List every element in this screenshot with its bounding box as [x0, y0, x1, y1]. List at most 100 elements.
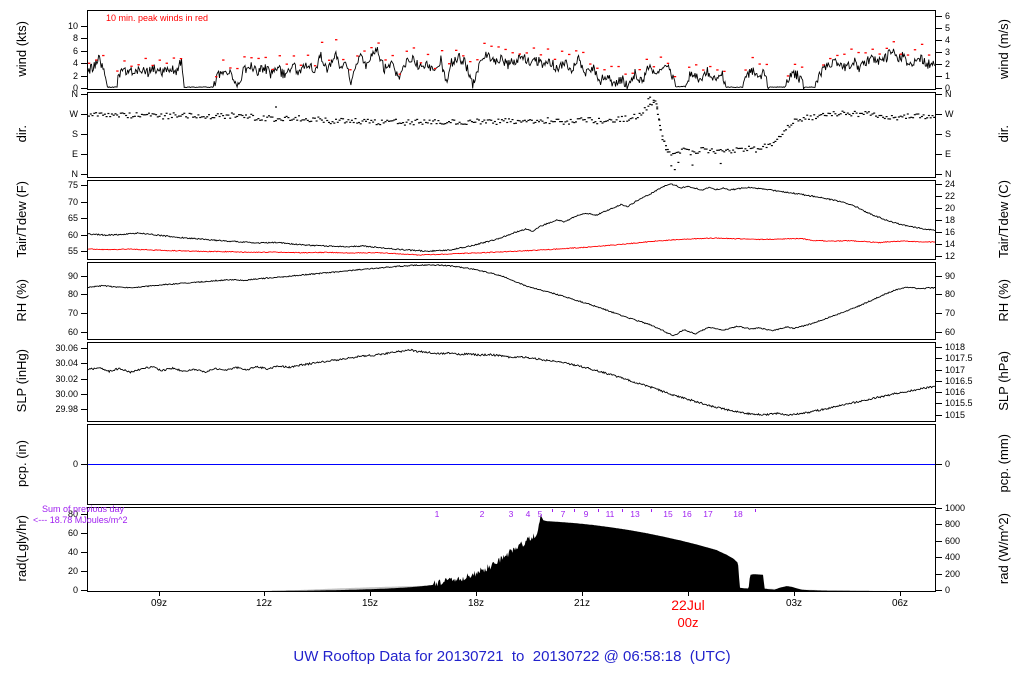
slp-right-axis-label: SLP (hPa) — [995, 351, 1011, 411]
tick-label: 6 — [945, 11, 951, 21]
tick-label: 75 — [67, 180, 78, 190]
tick-label: E — [945, 149, 952, 159]
axis-tick — [81, 134, 87, 135]
axis-tick — [936, 244, 942, 245]
axis-tick — [81, 38, 87, 39]
axis-tick — [81, 332, 87, 333]
axis-tick — [936, 76, 942, 77]
tick-label: 3 — [945, 47, 951, 57]
axis-tick — [936, 464, 942, 465]
axis-tick — [81, 590, 87, 591]
radiation-milestone-label: 15 — [663, 509, 673, 519]
axis-tick — [81, 276, 87, 277]
tick-label: 90 — [67, 271, 78, 281]
radiation-milestone-label: 18 — [733, 509, 743, 519]
axis-tick — [936, 574, 942, 575]
axis-tick — [936, 590, 942, 591]
tick-label: 16 — [945, 227, 956, 237]
axis-tick — [81, 571, 87, 572]
axis-tick — [936, 276, 942, 277]
rad-plot — [264, 514, 935, 591]
axis-tick — [81, 552, 87, 553]
time-axis-label: 18z — [467, 598, 485, 609]
tick-label: 20 — [945, 203, 956, 213]
axis-tick — [81, 235, 87, 236]
rh-panel — [87, 262, 936, 340]
dewpoint-temperature-trace — [88, 237, 935, 256]
slp-left-axis-label: SLP (inHg) — [13, 349, 29, 413]
radiation-milestone-label: 1 — [434, 509, 440, 519]
pcp-plot — [88, 464, 935, 465]
axis-tick — [81, 313, 87, 314]
axis-tick — [81, 348, 87, 349]
radiation-milestone-tick — [552, 509, 553, 512]
time-axis-label: 03z — [785, 598, 803, 609]
tick-label: 1015 — [945, 410, 966, 420]
axis-tick — [936, 313, 942, 314]
tick-label: 70 — [67, 197, 78, 207]
radiation-milestone-label: 11 — [605, 509, 615, 519]
tick-label: 22 — [945, 191, 956, 201]
tick-label: 1017 — [945, 365, 966, 375]
tick-label: 60 — [67, 230, 78, 240]
axis-tick — [81, 379, 87, 380]
tick-label: N — [945, 169, 952, 179]
wind-speed-trace — [88, 47, 935, 89]
time-axis-label: 21z — [573, 598, 591, 609]
tick-label: S — [945, 129, 952, 139]
axis-tick — [936, 208, 942, 209]
axis-tick — [936, 508, 942, 509]
tick-label: 1018 — [945, 342, 966, 352]
dir-plot — [88, 96, 935, 171]
radiation-milestone-label: 17 — [703, 509, 713, 519]
time-axis-tick — [264, 591, 265, 596]
wind-annotation: 10 min. peak winds in red — [106, 13, 209, 23]
axis-tick — [936, 415, 942, 416]
rh-left-axis-label: RH (%) — [13, 278, 29, 322]
tick-label: 80 — [945, 289, 956, 299]
tick-label: 60 — [945, 327, 956, 337]
radiation-milestone-tick — [598, 509, 599, 512]
radiation-milestone-label: 7 — [560, 509, 566, 519]
radiation-milestone-label: 3 — [508, 509, 514, 519]
pcp-right-axis-label: pcp. (mm) — [995, 434, 1011, 493]
radiation-milestone-tick — [622, 509, 623, 512]
wind-panel: 10 min. peak winds in red — [87, 10, 936, 90]
wind-peak-dots — [88, 39, 931, 78]
axis-tick — [81, 394, 87, 395]
axis-tick — [81, 363, 87, 364]
radiation-milestone-tick — [755, 509, 756, 512]
axis-tick — [936, 40, 942, 41]
tick-label: N — [71, 89, 79, 99]
slp-panel — [87, 342, 936, 422]
time-axis-tick — [688, 591, 689, 596]
radiation-sum-value: <--- 18.78 MJoules/m^2 — [33, 515, 128, 525]
tick-label: 1000 — [945, 503, 966, 513]
axis-tick — [936, 524, 942, 525]
time-axis-tick — [476, 591, 477, 596]
relative-humidity-trace — [88, 264, 935, 337]
tick-label: W — [945, 109, 954, 119]
tick-label: S — [71, 129, 78, 139]
axis-tick — [936, 114, 942, 115]
axis-tick — [936, 256, 942, 257]
tick-label: N — [71, 169, 79, 179]
radiation-milestone-label: 9 — [583, 509, 589, 519]
axis-tick — [936, 174, 942, 175]
rad-right-axis-label: rad (W/m^2) — [995, 512, 1011, 585]
tick-label: 30.04 — [55, 358, 78, 368]
tick-label: 800 — [945, 519, 961, 529]
axis-tick — [81, 63, 87, 64]
time-axis-label: 15z — [361, 598, 379, 609]
wind-direction-dots — [88, 96, 935, 171]
axis-tick — [81, 76, 87, 77]
axis-tick — [81, 114, 87, 115]
tick-label: 70 — [945, 308, 956, 318]
tick-label: 90 — [945, 271, 956, 281]
axis-tick — [81, 251, 87, 252]
tick-label: 80 — [67, 289, 78, 299]
axis-tick — [936, 154, 942, 155]
time-axis-label: 12z — [255, 598, 273, 609]
axis-tick — [81, 202, 87, 203]
